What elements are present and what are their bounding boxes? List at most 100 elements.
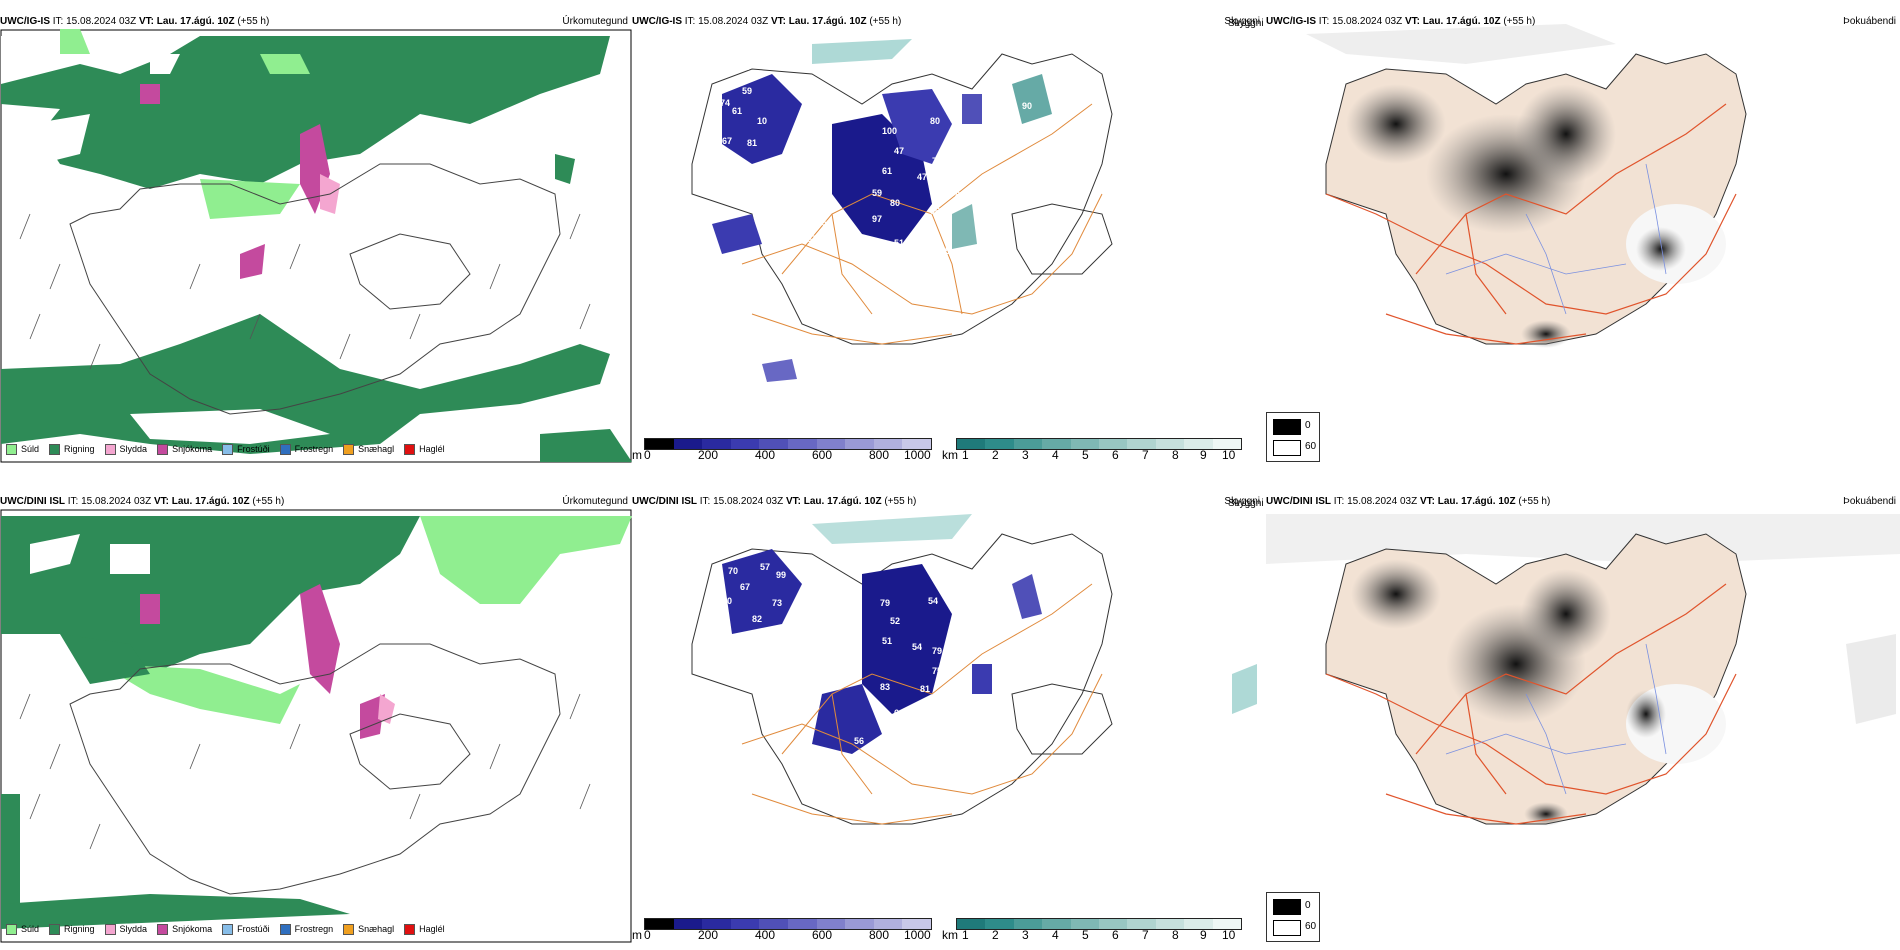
it-value: 15.08.2024 03Z [1347,496,1418,507]
cbar-segment [816,919,846,929]
lead-time: (+55 h) [237,16,270,27]
cloud-label: 67 [807,234,817,244]
cloud-label: 61 [732,106,742,116]
cloud-label: 56 [854,736,864,746]
cbar-segment [1155,439,1185,449]
cloud-label: 10 [757,116,767,126]
vt-label: VT: [770,16,786,27]
legend-label: Snæhagl [358,444,395,454]
precip-title: Úrkomutegund [562,496,628,507]
legend-label: Slydda [119,924,148,934]
vis-tick: 1 [962,928,969,942]
cloud-label: 48 [708,242,718,252]
cbar-segment [1184,439,1213,449]
vt-label: VT: [153,496,169,507]
fog-legend-black [1273,419,1301,435]
visibility-header-top: UWC/IG-IS IT: 15.08.2024 03Z VT: Lau. 17… [632,14,1264,30]
cloud-label: 74 [720,98,730,108]
legend-swatch [404,443,416,455]
vis-tick: 7 [1142,448,1149,462]
visibility-colorbar-top: km 1 2 3 4 5 6 7 8 9 10 [942,438,1242,464]
legend-item: Haglél [404,923,445,935]
cbar-segment [845,919,874,929]
cloud-label: 51 [882,636,892,646]
cloud-label: 82 [752,614,762,624]
cloud-label: 78 [1042,668,1052,678]
cloud-label: 17 [864,378,874,388]
visibility-unit: km [942,928,958,942]
precip-header-bottom: UWC/DINI ISL IT: 15.08.2024 03Z VT: Lau.… [0,494,632,510]
model-name: UWC/IG-IS [1266,16,1316,27]
vis-tick: 6 [1112,928,1119,942]
vis-tick: 3 [1022,448,1029,462]
vis-tick: 10 [1222,448,1236,462]
vis-tick: 4 [1052,448,1059,462]
precip-header-top: UWC/IG-IS IT: 15.08.2024 03Z VT: Lau. 17… [0,14,632,30]
legend-swatch [343,443,355,455]
cbar-segment [1042,919,1071,929]
it-value: 15.08.2024 03Z [713,496,784,507]
cbar-segment [759,439,788,449]
cbar-segment [1099,439,1128,449]
cloud-label: 54 [928,596,938,606]
cloud-label: 18 [692,238,702,248]
vis-tick: 7 [1142,928,1149,942]
cbar-segment [1127,439,1156,449]
cloud-label: 73 [772,598,782,608]
vt-value: Lau. 17.ágú. 10Z [788,16,867,27]
cloud-label: 97 [872,214,882,224]
visibility-title: Skyggni [1224,16,1260,27]
cloud-label: 99 [776,570,786,580]
vis-tick: 8 [1172,928,1179,942]
fog-header-top: UWC/IG-IS IT: 15.08.2024 03Z VT: Lau. 17… [1266,14,1900,30]
legend-item: Frostúði [222,923,270,935]
lead-time: (+55 h) [1518,496,1551,507]
legend-item: Rigning [49,443,95,455]
it-label: IT: [1318,16,1330,27]
legend-swatch [49,443,61,455]
vis-tick: 9 [1200,928,1207,942]
cloud-label: 75 [932,666,942,676]
legend-swatch [279,443,291,455]
height-tick: 1000 [904,928,931,942]
cloud-label: 96 [930,206,940,216]
it-label: IT: [684,16,696,27]
cbar-segment [759,919,788,929]
vis-tick: 10 [1222,928,1236,942]
visibility-title: Skyggni [1224,496,1260,507]
legend-label: Snjókoma [172,924,213,934]
it-value: 15.08.2024 03Z [81,496,152,507]
visibility-panel-top: UWC/IG-IS IT: 15.08.2024 03Z VT: Lau. 17… [632,14,1264,464]
vis-tick: 9 [1200,448,1207,462]
precip-panel-bottom: UWC/DINI ISL IT: 15.08.2024 03Z VT: Lau.… [0,494,632,944]
vt-value: Lau. 17.ágú. 10Z [171,496,250,507]
fog-legend-bottom: 0 60 [1266,892,1320,942]
legend-label: Frostregn [294,444,334,454]
cbar-segment [1070,439,1100,449]
legend-label: Haglél [419,444,445,454]
vis-tick: 2 [992,928,999,942]
height-unit: m [632,448,642,462]
cbar-segment [1099,919,1128,929]
cloud-label: 83 [880,682,890,692]
cloud-label: 19 [1042,606,1052,616]
cloud-label: 82 [955,190,965,200]
legend-item: Slydda [104,443,147,455]
cloud-label: 79 [792,226,802,236]
fog-panel-top: UWC/IG-IS IT: 15.08.2024 03Z VT: Lau. 17… [1266,14,1900,410]
cloud-label: 47 [894,146,904,156]
cbar-segment [1127,919,1156,929]
fog-legend-high: 60 [1305,921,1317,932]
cbar-segment [673,439,703,449]
visibility-header-bottom: UWC/DINI ISL IT: 15.08.2024 03Z VT: Lau.… [632,494,1264,510]
cbar-segment [873,919,903,929]
legend-label: Súld [21,924,40,934]
vis-tick: 2 [992,448,999,462]
precip-legend-bottom: Súld Rigning Slydda Snjókoma Frostúði Fr… [0,918,445,940]
cbar-segment [787,919,817,929]
cloud-label: 56 [792,186,802,196]
cloud-label: 51 [894,238,904,248]
cloud-label: 83 [740,62,750,72]
fog-map-top [1306,24,1747,348]
model-name: UWC/DINI ISL [1266,496,1331,507]
